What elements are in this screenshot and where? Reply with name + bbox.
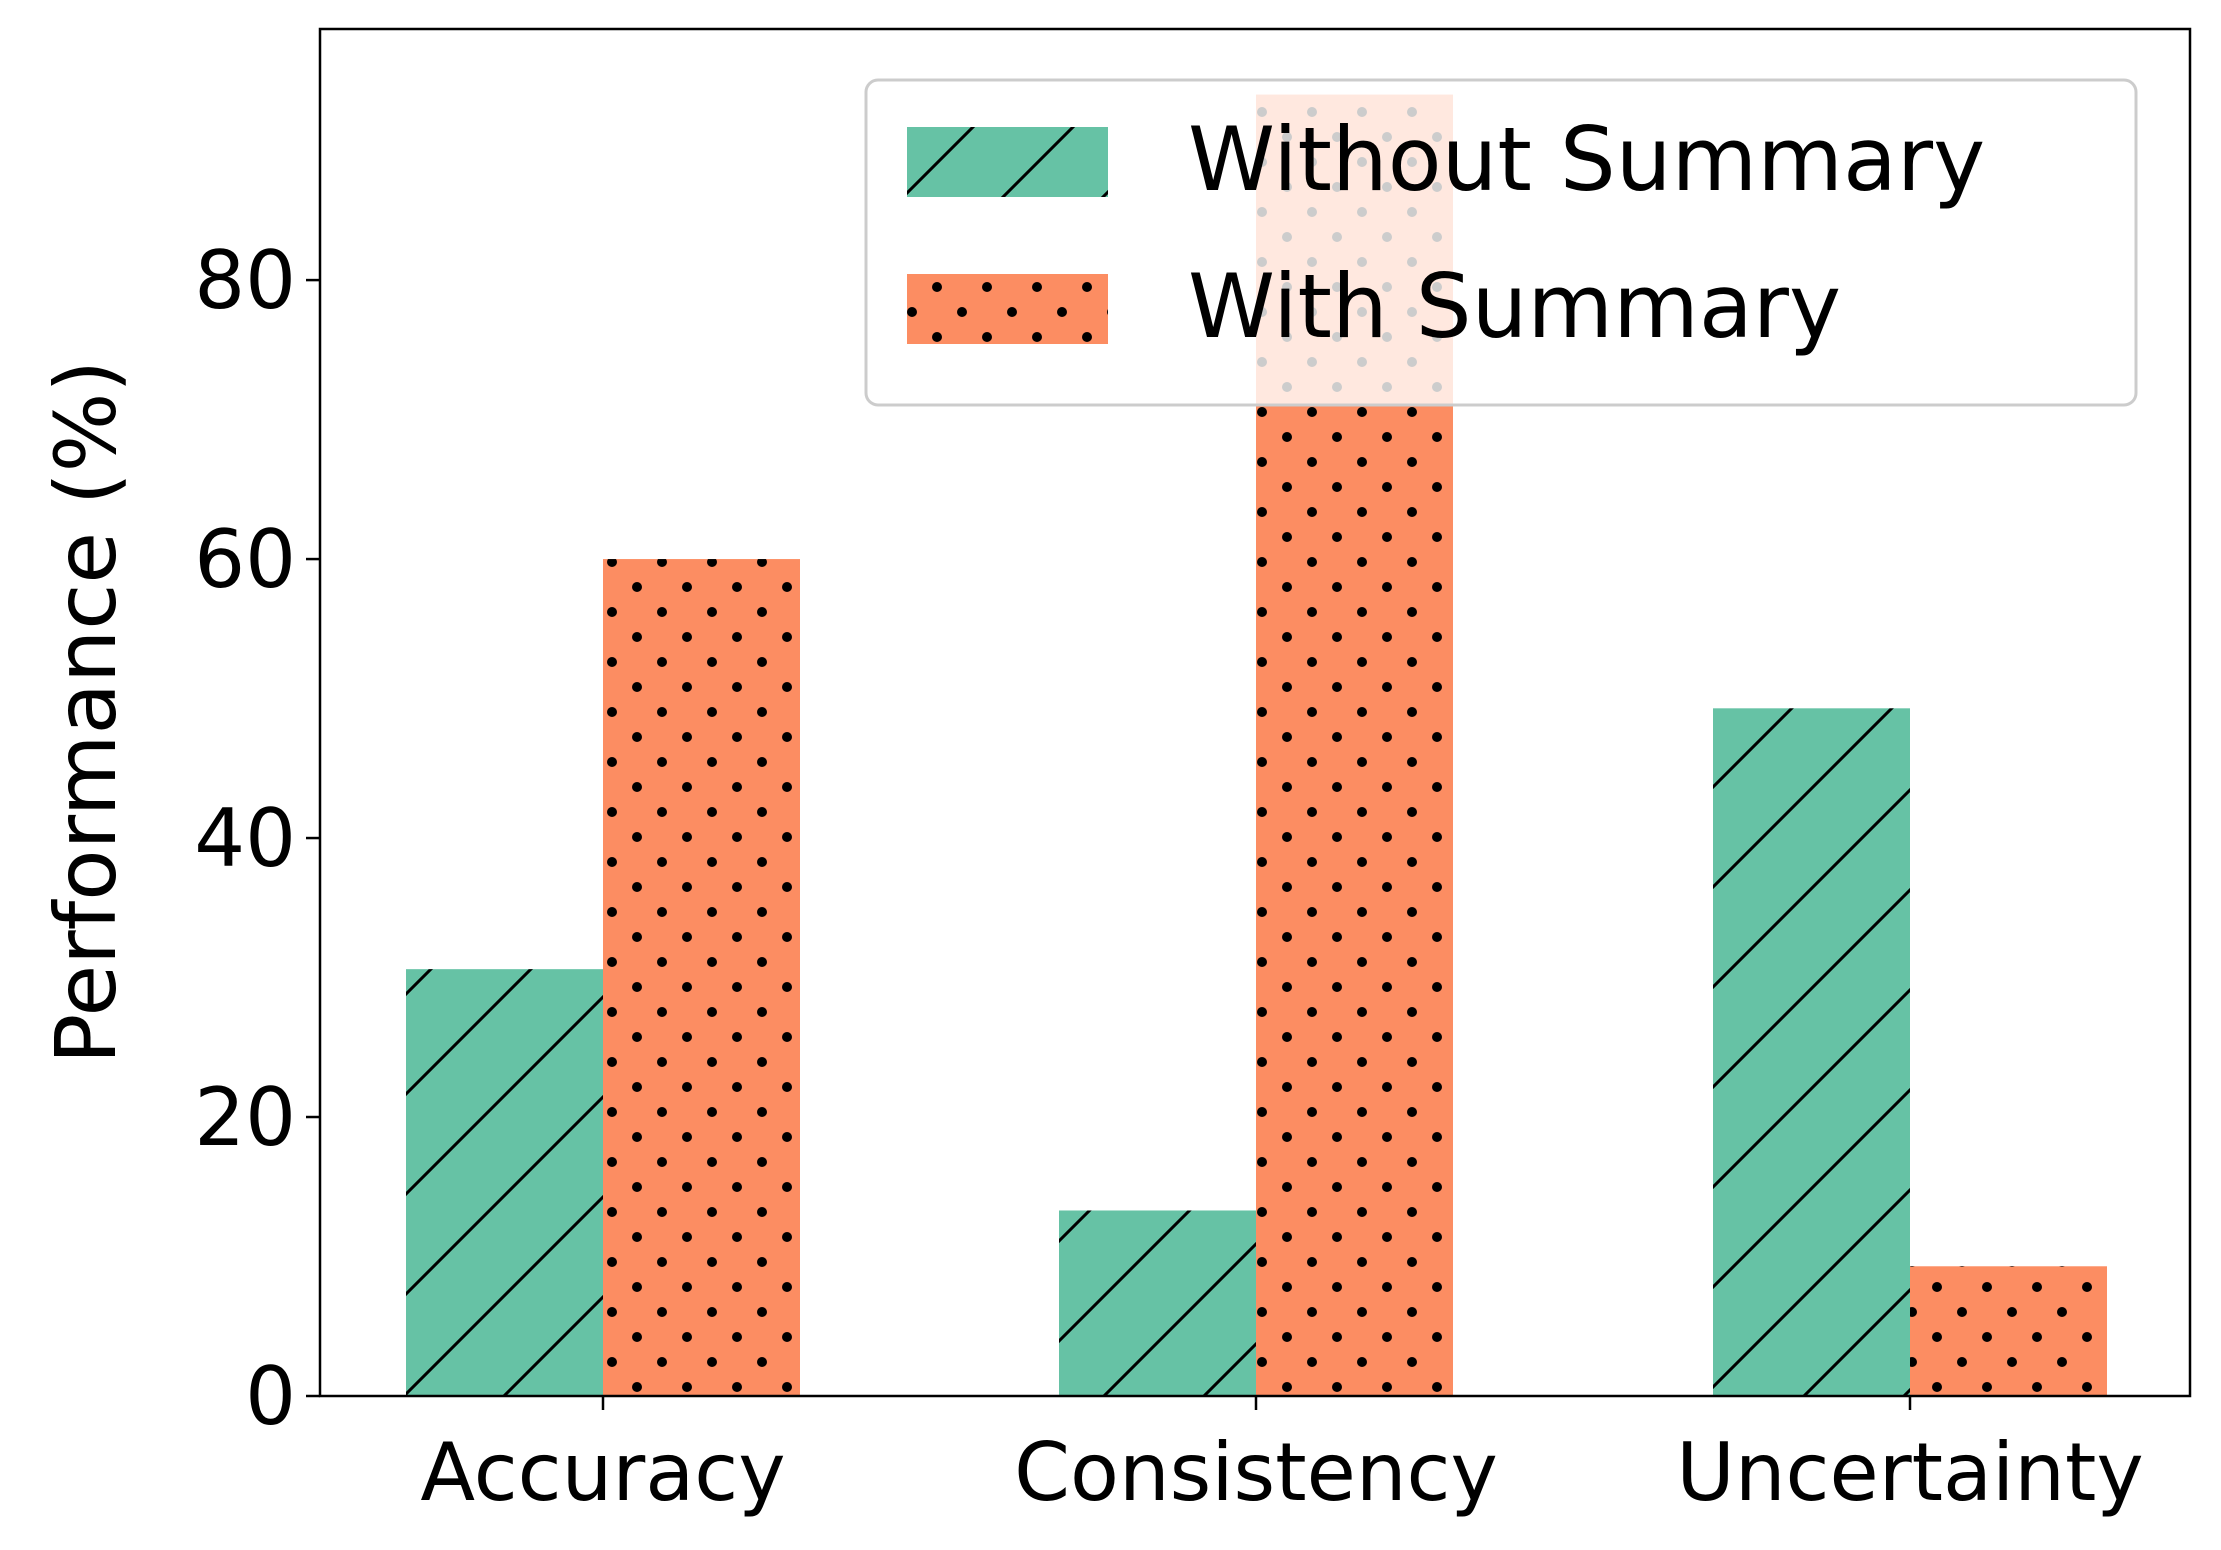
bar-pattern-with-summary-accuracy — [603, 559, 800, 1396]
legend-box — [864, 78, 2138, 407]
legend-swatch-pattern-without-summary — [907, 127, 1108, 197]
y-tick-label: 80 — [194, 234, 296, 327]
legend-label-without-summary: Without Summary — [1188, 108, 1985, 211]
bar-pattern-without-summary-uncertainty — [1713, 708, 1910, 1396]
x-tick-label-consistency: Consistency — [1014, 1426, 1498, 1519]
y-axis: 0 20 40 60 80 — [194, 234, 320, 1443]
bar-pattern-with-summary-uncertainty — [1910, 1266, 2107, 1396]
x-axis: Accuracy Consistency Uncertainty — [420, 1396, 2144, 1519]
x-tick-label-uncertainty: Uncertainty — [1676, 1426, 2143, 1519]
y-tick-label: 60 — [194, 513, 296, 606]
bars-layer — [406, 94, 2107, 1397]
legend-swatch-pattern-with-summary — [907, 274, 1108, 344]
legend: Without Summary With Summary — [864, 78, 2138, 407]
legend-label-with-summary: With Summary — [1188, 255, 1841, 358]
y-tick-label: 0 — [245, 1350, 296, 1443]
y-axis-label: Performance (%) — [37, 360, 135, 1064]
bar-pattern-without-summary-consistency — [1059, 1210, 1256, 1396]
y-tick-label: 40 — [194, 792, 296, 885]
y-tick-label: 20 — [194, 1071, 296, 1164]
bar-pattern-without-summary-accuracy — [406, 969, 603, 1396]
x-tick-label-accuracy: Accuracy — [420, 1426, 785, 1519]
